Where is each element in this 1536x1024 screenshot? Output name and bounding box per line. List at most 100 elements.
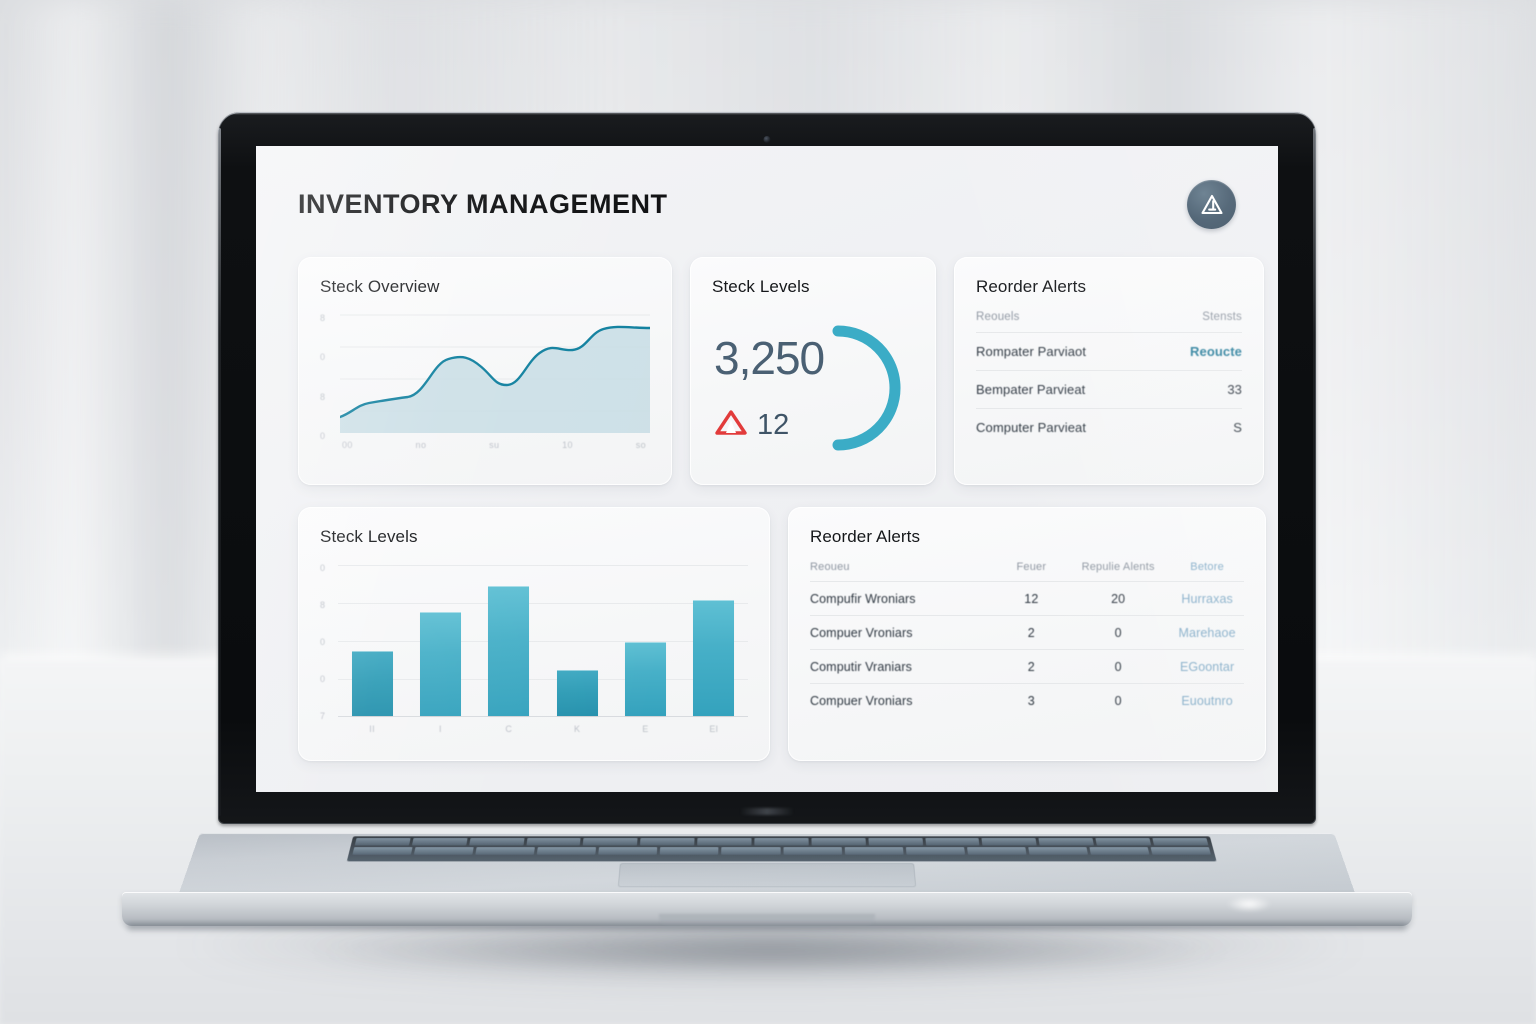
table-row[interactable]: Rompater Parviaot Reoucte (976, 332, 1242, 371)
keyboard-row (348, 847, 1214, 855)
bar[interactable] (351, 650, 393, 716)
cell-product: Computer Parvieat (976, 408, 1157, 446)
cell-product: Compuer Vroniars (810, 615, 997, 650)
cell-alerts: 0 (1066, 683, 1171, 717)
cell-count: 3 (996, 683, 1067, 717)
top-card-row: Steck Overview 8 0 8 0 (298, 257, 1264, 485)
laptop-screen: INVENTORY MANAGEMENT Steck Overview (256, 146, 1278, 792)
cell-status: S (1156, 408, 1242, 446)
reorder-alerts-large-table: Reoueu Feuer Repulie Alents Betore Compu… (810, 561, 1244, 717)
cell-alerts: 0 (1066, 615, 1171, 650)
card-title-reorder-alerts-large: Reorder Alerts (810, 527, 921, 546)
card-reorder-alerts-large: Reorder Alerts Reoueu Feuer Repulie Alen… (788, 507, 1266, 761)
x-tick: su (489, 440, 500, 450)
bar-chart-y-axis: 0 8 0 0 7 (320, 561, 338, 747)
lid-left-rim (218, 128, 221, 816)
bottom-card-row: Steck Levels 0 8 0 0 7 (298, 507, 1266, 761)
card-stock-overview: Steck Overview 8 0 8 0 (298, 257, 672, 485)
table-row[interactable]: Computir Vraniars 2 0 EGoontar (810, 649, 1244, 684)
y-tick: 7 (320, 711, 326, 721)
area-chart: 8 0 8 0 (320, 311, 650, 463)
y-tick: 0 (320, 430, 326, 441)
card-stock-levels-kpi: Steck Levels 3,250 (690, 257, 936, 485)
cell-product: Compuer Vroniars (810, 683, 997, 717)
laptop-lid: INVENTORY MANAGEMENT Steck Overview (218, 112, 1316, 824)
column-header-count: Feuer (1016, 561, 1047, 573)
cell-status: 33 (1156, 370, 1242, 409)
bar-chart: 0 8 0 0 7 (320, 561, 748, 747)
kpi-gauge: 3,250 12 (712, 311, 914, 471)
dashboard-app: INVENTORY MANAGEMENT Steck Overview (256, 146, 1278, 792)
trackpad[interactable] (617, 863, 917, 888)
cell-action[interactable]: EGoontar (1170, 649, 1244, 684)
x-tick: C (505, 724, 513, 734)
cell-product: Bempater Parvieat (976, 370, 1157, 409)
donut-arc (786, 315, 918, 466)
area-chart-x-axis: 00 no su 10 so (340, 433, 650, 450)
kpi-delta-value: 12 (757, 408, 790, 441)
cell-action[interactable]: Euoutnro (1170, 683, 1244, 717)
y-tick: 0 (320, 352, 326, 363)
x-tick: K (573, 724, 581, 734)
table-row[interactable]: Bempater Parvieat 33 (976, 370, 1242, 409)
y-tick: 8 (320, 600, 326, 610)
base-notch (659, 914, 875, 925)
table-row[interactable]: Compufir Wroniars 12 20 Hurraxas (810, 581, 1244, 616)
bar-chart-plot: II I C K E El (338, 561, 748, 747)
bar[interactable] (488, 585, 530, 716)
laptop-base (122, 822, 1412, 934)
bar-chart-gridlines (338, 561, 748, 717)
laptop-base-top (178, 833, 1356, 896)
table-row[interactable]: Compuer Vroniars 3 0 Euoutnro (810, 683, 1244, 717)
warning-triangle-icon (714, 408, 748, 442)
table-row[interactable]: Compuer Vroniars 2 0 Marehaoe (810, 615, 1244, 650)
cell-action[interactable]: Marehaoe (1170, 615, 1244, 650)
webcam-icon (763, 136, 771, 143)
alert-triangle-icon[interactable] (1187, 180, 1236, 229)
bar[interactable] (419, 612, 461, 716)
area-chart-y-axis: 8 0 8 0 (320, 311, 340, 463)
x-tick: so (635, 440, 646, 450)
card-title-stock-levels-kpi: Steck Levels (712, 277, 810, 296)
card-stock-levels-bar: Steck Levels 0 8 0 0 7 (298, 507, 770, 761)
cell-product: Rompater Parviaot (976, 332, 1157, 371)
card-title-stock-overview: Steck Overview (320, 277, 440, 296)
x-tick: no (415, 440, 427, 450)
bar[interactable] (624, 641, 666, 716)
cell-count: 2 (996, 649, 1067, 684)
lid-right-rim (1313, 128, 1316, 816)
card-reorder-alerts-small: Reorder Alerts Reouels Stensts Rompat (954, 257, 1264, 485)
column-header-product: Reouels (976, 311, 1020, 323)
y-tick: 8 (320, 391, 326, 402)
x-tick: 00 (342, 440, 353, 450)
card-title-stock-levels-bar: Steck Levels (320, 527, 418, 546)
cell-action[interactable]: Hurraxas (1170, 581, 1244, 616)
y-tick: 0 (320, 637, 326, 647)
cell-status[interactable]: Reoucte (1156, 332, 1242, 371)
column-header-status: Stensts (1202, 311, 1242, 323)
base-highlight (1226, 896, 1272, 912)
x-tick: II (369, 724, 376, 734)
x-tick: 10 (562, 440, 573, 450)
bar[interactable] (693, 599, 735, 716)
page-title: INVENTORY MANAGEMENT (298, 189, 668, 219)
x-tick: E (642, 724, 649, 734)
lid-chin-logo (740, 808, 794, 815)
cell-alerts: 20 (1066, 581, 1171, 616)
laptop-contact-shadow (300, 930, 1240, 974)
bar-chart-x-axis: II I C K E El (338, 724, 748, 734)
cell-alerts: 0 (1066, 649, 1171, 684)
column-header-reorder-alerts: Repulie Alents (1081, 561, 1155, 573)
keyboard[interactable] (346, 836, 1217, 862)
reorder-alerts-small-table: Reouels Stensts Rompater Parviaot Reouct… (976, 311, 1242, 446)
column-header-action: Betore (1190, 561, 1224, 573)
y-tick: 0 (320, 674, 326, 684)
area-chart-plot: 00 no su 10 so (340, 311, 650, 463)
table-header-row: Reouels Stensts (976, 311, 1242, 333)
bar[interactable] (556, 669, 598, 716)
kpi-value: 3,250 (714, 332, 825, 384)
x-tick: El (709, 724, 719, 734)
table-row[interactable]: Computer Parvieat S (976, 408, 1242, 446)
x-tick: I (439, 724, 442, 734)
